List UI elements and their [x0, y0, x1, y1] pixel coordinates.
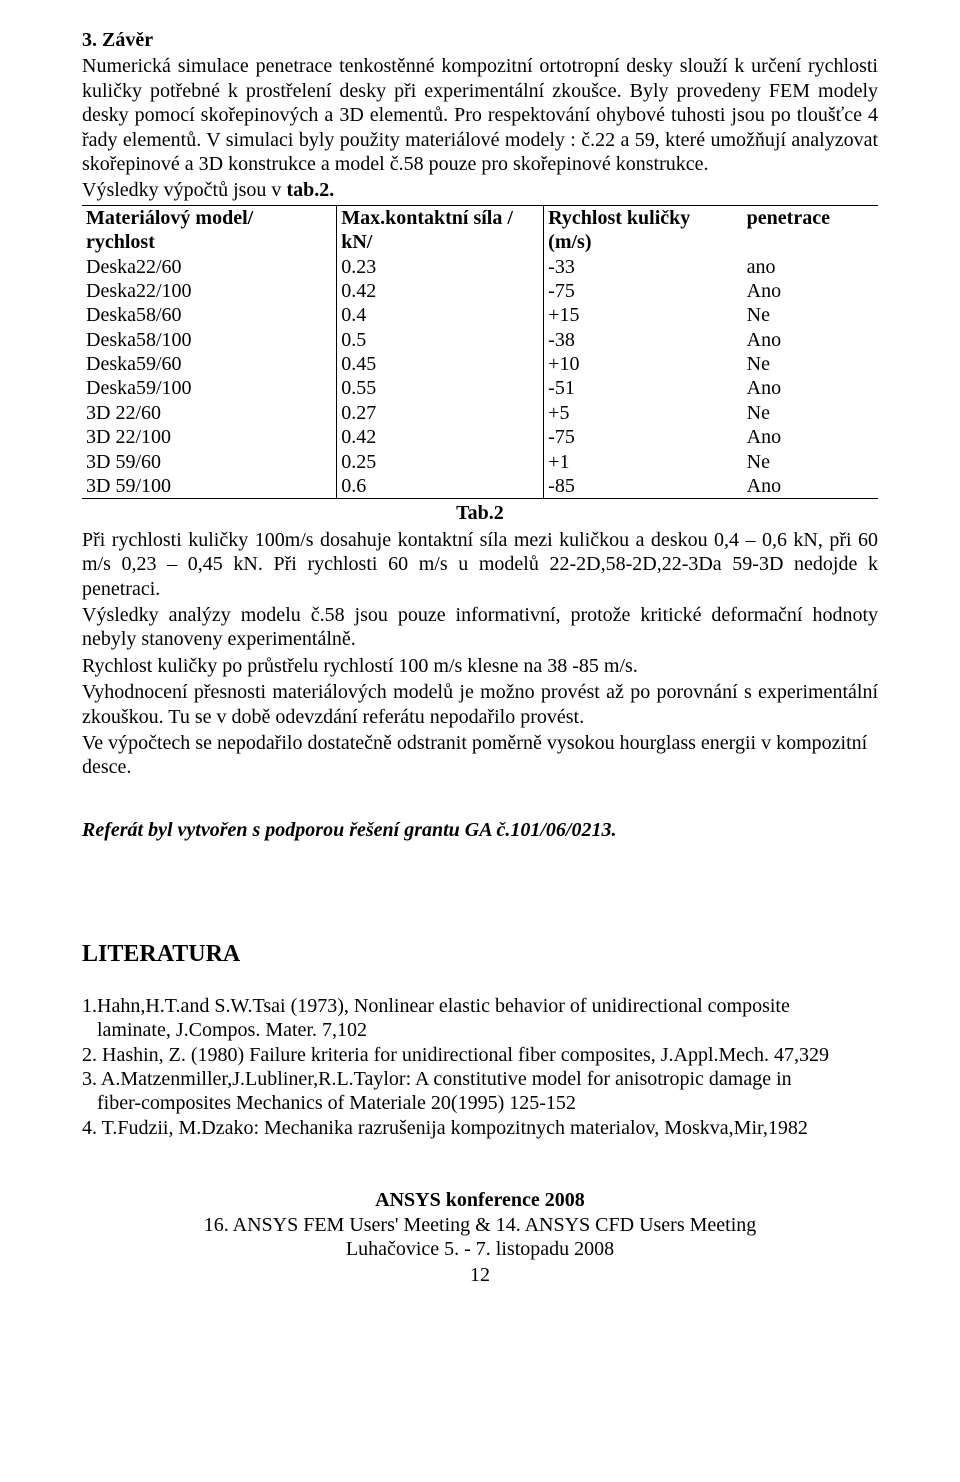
header-velocity: Rychlost kuličky [544, 205, 743, 230]
cell-model: Deska59/100 [82, 376, 337, 400]
cell-model: Deska58/60 [82, 303, 337, 327]
cell-penetration: Ne [743, 401, 878, 425]
table-header-row: Materiálový model/ Max.kontaktní síla / … [82, 205, 878, 230]
literature-list: 1.Hahn,H.T.and S.W.Tsai (1973), Nonlinea… [82, 969, 878, 1140]
page-footer: ANSYS konference 2008 16. ANSYS FEM User… [82, 1188, 878, 1261]
cell-velocity: +1 [544, 450, 743, 474]
lit-line: 4. T.Fudzii, M.Dzako: Mechanika razrušen… [82, 1117, 808, 1139]
section-title: 3. Závěr [82, 28, 878, 52]
cell-velocity: +10 [544, 352, 743, 376]
table-row: Deska59/60 0.45 +10 Ne [82, 352, 878, 376]
paragraph-after-4: Vyhodnocení přesnosti materiálových mode… [82, 680, 878, 729]
table-row: Deska22/100 0.42 -75 Ano [82, 279, 878, 303]
cell-model: 3D 59/100 [82, 474, 337, 499]
cell-penetration: ano [743, 255, 878, 279]
lit-line: laminate, J.Compos. Mater. 7,102 [82, 1019, 367, 1041]
cell-model: Deska58/100 [82, 328, 337, 352]
table-row: 3D 22/60 0.27 +5 Ne [82, 401, 878, 425]
header-penetration: penetrace [743, 205, 878, 230]
header-model-2: rychlost [82, 230, 337, 254]
cell-force: 0.23 [337, 255, 544, 279]
lit-line: 3. A.Matzenmiller,J.Lubliner,R.L.Taylor:… [82, 1068, 792, 1090]
cell-force: 0.6 [337, 474, 544, 499]
table-header-row-2: rychlost kN/ (m/s) [82, 230, 878, 254]
cell-penetration: Ne [743, 352, 878, 376]
cell-penetration: Ano [743, 328, 878, 352]
header-force-unit: kN/ [337, 230, 544, 254]
cell-velocity: -33 [544, 255, 743, 279]
table-row: Deska58/60 0.4 +15 Ne [82, 303, 878, 327]
cell-force: 0.27 [337, 401, 544, 425]
lit-line: 2. Hashin, Z. (1980) Failure kriteria fo… [82, 1044, 829, 1066]
cell-velocity: -85 [544, 474, 743, 499]
paragraph-after-2: Výsledky analýzy modelu č.58 jsou pouze … [82, 603, 878, 652]
cell-force: 0.42 [337, 279, 544, 303]
cell-model: Deska22/60 [82, 255, 337, 279]
cell-velocity: -75 [544, 425, 743, 449]
cell-model: Deska59/60 [82, 352, 337, 376]
table-row: Deska22/60 0.23 -33 ano [82, 255, 878, 279]
paragraph-after-5: Ve výpočtech se nepodařilo dostatečně od… [82, 731, 878, 780]
table-row: Deska58/100 0.5 -38 Ano [82, 328, 878, 352]
header-velocity-unit: (m/s) [544, 230, 743, 254]
table-caption: Tab.2 [82, 501, 878, 525]
cell-model: 3D 59/60 [82, 450, 337, 474]
cell-penetration: Ne [743, 303, 878, 327]
cell-force: 0.4 [337, 303, 544, 327]
lit-line: 1.Hahn,H.T.and S.W.Tsai (1973), Nonlinea… [82, 995, 790, 1017]
lit-line: fiber-composites Mechanics of Materiale … [82, 1092, 576, 1114]
cell-force: 0.45 [337, 352, 544, 376]
footer-conference: ANSYS konference 2008 [82, 1188, 878, 1212]
spacer [82, 902, 878, 938]
tab2-ref: tab.2. [286, 179, 334, 201]
literature-title: LITERATURA [82, 940, 878, 969]
cell-velocity: +5 [544, 401, 743, 425]
spacer [82, 782, 878, 818]
cell-force: 0.25 [337, 450, 544, 474]
cell-penetration: Ano [743, 376, 878, 400]
header-model: Materiálový model/ [82, 205, 337, 230]
table-row: 3D 22/100 0.42 -75 Ano [82, 425, 878, 449]
cell-penetration: Ano [743, 425, 878, 449]
paragraph-after-3: Rychlost kuličky po průstřelu rychlostí … [82, 654, 878, 678]
cell-force: 0.55 [337, 376, 544, 400]
cell-model: 3D 22/60 [82, 401, 337, 425]
footer-meeting: 16. ANSYS FEM Users' Meeting & 14. ANSYS… [82, 1213, 878, 1237]
cell-model: 3D 22/100 [82, 425, 337, 449]
cell-velocity: -51 [544, 376, 743, 400]
cell-force: 0.42 [337, 425, 544, 449]
paragraph-intro: Numerická simulace penetrace tenkostěnné… [82, 54, 878, 176]
table-row: Deska59/100 0.55 -51 Ano [82, 376, 878, 400]
cell-velocity: +15 [544, 303, 743, 327]
table-row: 3D 59/60 0.25 +1 Ne [82, 450, 878, 474]
table-row: 3D 59/100 0.6 -85 Ano [82, 474, 878, 499]
page-number: 12 [82, 1263, 878, 1287]
header-penetration-2 [743, 230, 878, 254]
grant-note: Referát byl vytvořen s podporou řešení g… [82, 818, 878, 842]
paragraph-after-1: Při rychlosti kuličky 100m/s dosahuje ko… [82, 528, 878, 601]
results-lead-text: Výsledky výpočtů jsou v [82, 179, 286, 201]
cell-penetration: Ne [743, 450, 878, 474]
cell-velocity: -75 [544, 279, 743, 303]
footer-location-date: Luhačovice 5. - 7. listopadu 2008 [82, 1237, 878, 1261]
cell-penetration: Ano [743, 474, 878, 499]
cell-model: Deska22/100 [82, 279, 337, 303]
cell-force: 0.5 [337, 328, 544, 352]
cell-penetration: Ano [743, 279, 878, 303]
spacer [82, 844, 878, 902]
results-table: Materiálový model/ Max.kontaktní síla / … [82, 205, 878, 500]
header-force: Max.kontaktní síla / [337, 205, 544, 230]
paragraph-results-lead: Výsledky výpočtů jsou v tab.2. [82, 178, 878, 202]
cell-velocity: -38 [544, 328, 743, 352]
